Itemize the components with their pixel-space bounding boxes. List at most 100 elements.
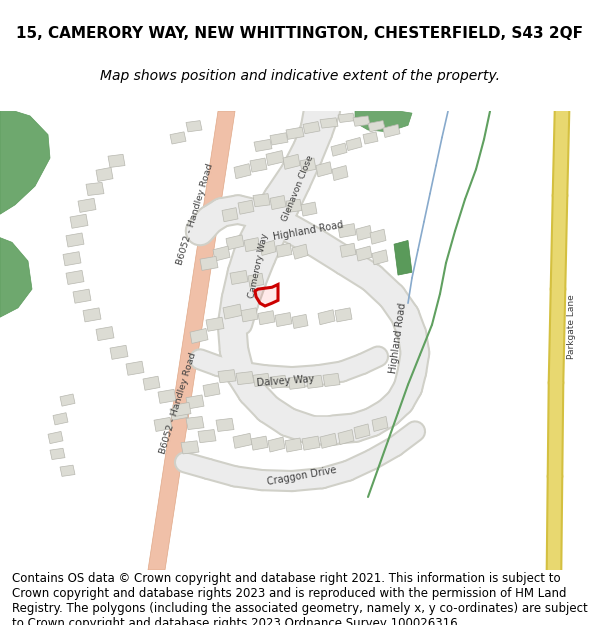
Polygon shape [186,121,202,132]
Polygon shape [346,138,362,151]
Polygon shape [353,116,370,126]
Polygon shape [270,196,286,209]
Polygon shape [320,118,338,128]
Polygon shape [236,371,254,384]
Polygon shape [126,361,144,375]
Polygon shape [108,154,125,168]
Polygon shape [226,235,244,250]
Polygon shape [170,406,188,420]
Text: Map shows position and indicative extent of the property.: Map shows position and indicative extent… [100,69,500,82]
Polygon shape [394,241,412,275]
Polygon shape [222,208,238,222]
Polygon shape [363,132,378,144]
Polygon shape [70,214,88,228]
Polygon shape [303,121,320,134]
Polygon shape [223,304,242,319]
Polygon shape [234,164,251,179]
Polygon shape [355,111,412,132]
Polygon shape [186,395,204,409]
Text: Highland Road: Highland Road [272,220,344,243]
Polygon shape [258,311,275,325]
Polygon shape [200,256,218,271]
Polygon shape [96,327,114,341]
Polygon shape [383,124,400,138]
Polygon shape [143,376,160,390]
Polygon shape [356,246,372,261]
Polygon shape [78,198,96,212]
Polygon shape [368,121,385,132]
Polygon shape [0,111,50,214]
Polygon shape [66,233,84,247]
Polygon shape [218,369,236,382]
Polygon shape [331,143,347,156]
Polygon shape [238,200,254,214]
Polygon shape [186,416,204,429]
Polygon shape [283,154,300,169]
Polygon shape [356,226,372,241]
Text: Parkgate Lane: Parkgate Lane [568,294,577,359]
Polygon shape [253,194,270,207]
Polygon shape [83,308,101,322]
Polygon shape [203,382,220,397]
Polygon shape [254,139,272,151]
Polygon shape [318,310,335,325]
Polygon shape [270,375,287,388]
Polygon shape [338,224,356,238]
Polygon shape [260,241,276,256]
Polygon shape [60,394,75,406]
Polygon shape [354,424,370,439]
Polygon shape [173,402,191,416]
Polygon shape [230,271,248,284]
Polygon shape [63,252,81,266]
Polygon shape [233,433,252,448]
Polygon shape [148,111,235,570]
Polygon shape [255,284,278,306]
Polygon shape [216,418,234,431]
Polygon shape [213,246,230,261]
Polygon shape [338,429,354,444]
Polygon shape [316,162,332,177]
Text: Highland Road: Highland Road [388,302,408,374]
Polygon shape [288,376,305,389]
Polygon shape [320,433,337,448]
Polygon shape [340,243,356,258]
Polygon shape [286,199,302,212]
Polygon shape [60,465,75,476]
Polygon shape [66,271,84,284]
Polygon shape [244,238,260,252]
Polygon shape [372,250,388,265]
Polygon shape [306,375,323,388]
Polygon shape [270,132,288,145]
Text: 15, CAMERORY WAY, NEW WHITTINGTON, CHESTERFIELD, S43 2QF: 15, CAMERORY WAY, NEW WHITTINGTON, CHEST… [17,26,583,41]
Polygon shape [50,448,65,459]
Polygon shape [323,373,340,386]
Polygon shape [198,429,216,442]
Polygon shape [190,329,208,343]
Polygon shape [300,158,316,172]
Polygon shape [251,436,268,450]
Polygon shape [206,318,224,331]
Polygon shape [286,127,304,139]
Polygon shape [268,437,285,452]
Text: Camerory Way: Camerory Way [247,232,269,299]
Polygon shape [253,373,270,386]
Polygon shape [276,243,292,258]
Polygon shape [241,308,258,322]
Polygon shape [53,412,68,425]
Polygon shape [292,244,308,259]
Polygon shape [0,238,32,318]
Polygon shape [170,132,186,144]
Polygon shape [302,436,320,450]
Polygon shape [110,345,128,359]
Polygon shape [48,431,63,444]
Polygon shape [292,314,308,329]
Polygon shape [154,418,172,431]
Polygon shape [266,151,284,166]
Polygon shape [372,416,388,431]
Polygon shape [73,289,91,303]
Polygon shape [158,389,176,403]
Text: Contains OS data © Crown copyright and database right 2021. This information is : Contains OS data © Crown copyright and d… [12,572,588,625]
Text: Craggon Drive: Craggon Drive [266,466,338,488]
Text: B6052 - Handley Road: B6052 - Handley Road [158,351,198,455]
Polygon shape [96,168,113,181]
